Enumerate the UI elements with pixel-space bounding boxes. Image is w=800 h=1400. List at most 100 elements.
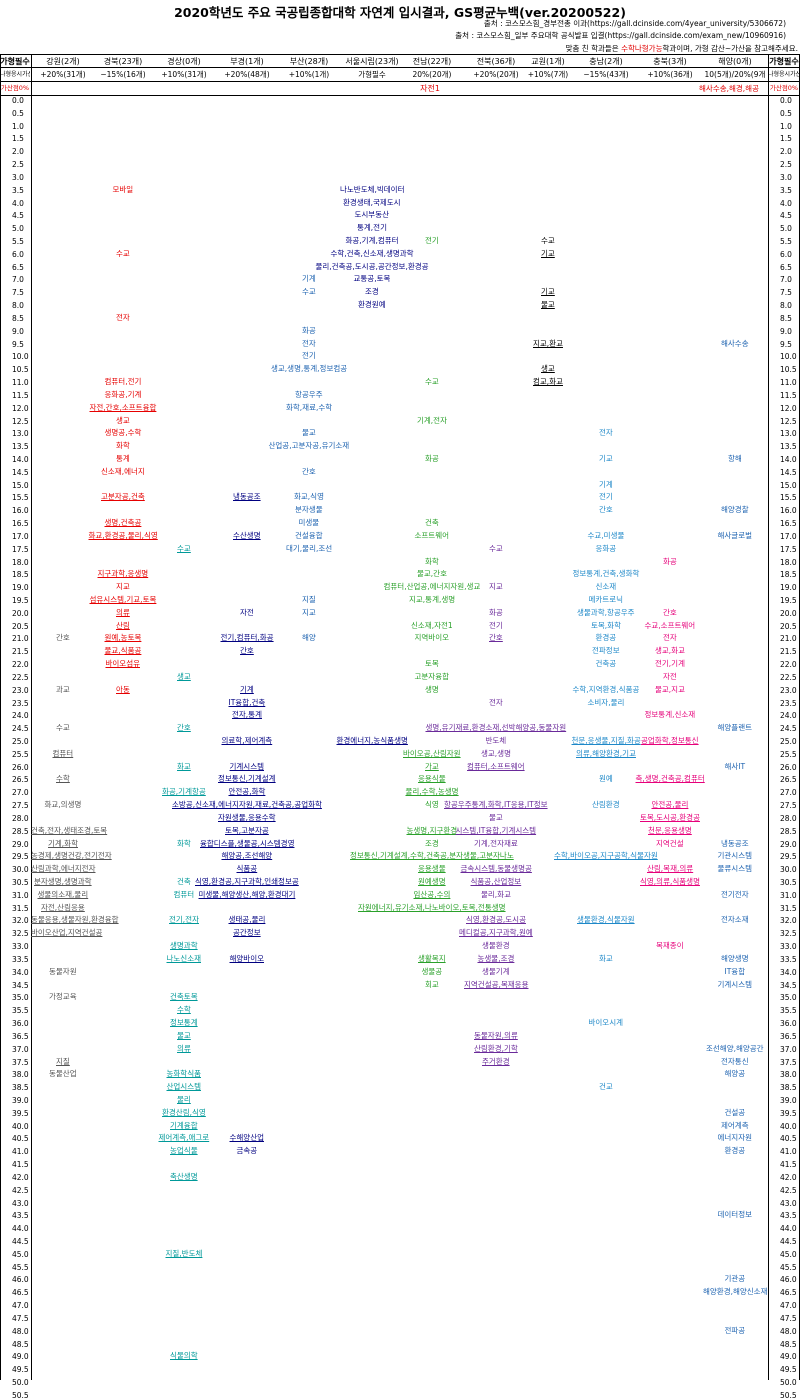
department-entry: 수교: [116, 248, 130, 258]
department-entry: 식품공,산업정보: [470, 877, 522, 887]
department-entry: IT융합,건축: [228, 697, 266, 707]
level-label: 20.0: [12, 608, 29, 618]
department-entry: 의류,해양환경,기교: [576, 748, 636, 758]
nahyeong-value: +20%(20개): [473, 70, 519, 79]
department-entry: 주거환경: [482, 1056, 510, 1066]
university-header: 서울시립(23개): [345, 57, 399, 66]
department-entry: 화공: [425, 453, 439, 463]
level-label: 1.0: [12, 121, 24, 131]
level-label: 26.0: [780, 762, 797, 772]
level-label: 35.0: [12, 993, 29, 1003]
department-entry: 동물산업: [49, 1069, 77, 1079]
level-label: 7.5: [12, 288, 24, 298]
department-entry: 생물과학,항공우주: [577, 607, 635, 617]
level-label: 42.0: [780, 1172, 797, 1182]
department-entry: 건축: [177, 877, 191, 887]
department-entry: 해양바이오: [229, 953, 265, 963]
department-entry: 물교: [177, 1030, 191, 1040]
department-entry: 화공: [489, 607, 503, 617]
university-header: 부산(28개): [289, 57, 329, 66]
level-label: 15.0: [12, 480, 29, 490]
department-entry: 응화공: [595, 543, 617, 553]
department-entry: 정보통계,신소재: [644, 710, 696, 720]
level-label: 12.5: [12, 416, 29, 426]
department-entry: 메카트로닉: [588, 594, 624, 604]
level-label: 30.0: [12, 865, 29, 875]
nahyeong-value: 20%(20개): [412, 70, 452, 79]
department-entry: 농업식물: [170, 1146, 198, 1156]
department-entry: 전기전자: [721, 889, 749, 899]
department-entry: 지교: [302, 607, 316, 617]
department-entry: 수교: [489, 543, 503, 553]
department-entry: 안전공,화학: [228, 787, 266, 797]
department-entry: 생물공: [421, 966, 443, 976]
level-label: 24.5: [780, 724, 797, 734]
department-entry: 생물기계: [482, 966, 510, 976]
level-label: 4.5: [12, 211, 24, 221]
level-label: 27.5: [12, 801, 29, 811]
department-entry: 컴퓨터,소프트웨어: [467, 761, 525, 771]
department-entry: 조경: [365, 287, 379, 297]
department-entry: 아동: [116, 684, 130, 694]
department-entry: 금속공: [236, 1146, 258, 1156]
corner-label: 가형필수: [769, 57, 799, 66]
level-label: 32.0: [12, 916, 29, 926]
department-entry: IT융합: [724, 966, 746, 976]
level-label: 24.5: [12, 724, 29, 734]
department-entry: 생교: [541, 364, 555, 374]
level-label: 35.5: [780, 1006, 797, 1016]
department-entry: 항공우주통계,화학,IT응용,IT정보: [444, 800, 548, 810]
level-label: 17.0: [780, 531, 797, 541]
department-entry: 천문,응용생명: [648, 825, 692, 835]
header-row-universities: 가형필수 강원(2개) 경북(23개) 경상(0개) 부경(1개) 부산(28개) 서울시…: [0, 54, 800, 68]
level-label: 44.5: [12, 1236, 29, 1246]
department-entry: 토목,도시공,환경공: [640, 812, 700, 822]
department-entry: 컴퓨터: [173, 889, 195, 899]
department-entry: 컴교,화교: [533, 377, 563, 387]
department-entry: 화공,기계,컴퓨터: [345, 236, 399, 246]
level-label: 28.5: [780, 826, 797, 836]
department-entry: 전자,통계: [232, 710, 262, 720]
level-label: 5.0: [12, 224, 24, 234]
department-entry: 농생물,조경: [477, 953, 515, 963]
level-label: 12.0: [12, 403, 29, 413]
level-label: 27.0: [12, 788, 29, 798]
department-entry: 농생명,지구환경: [406, 825, 458, 835]
department-entry: 기관시스템: [717, 851, 753, 861]
department-entry: 산림환경: [592, 800, 620, 810]
department-entry: 지역건설: [656, 838, 684, 848]
nahyeong-label: 나형응시가산: [0, 71, 30, 78]
level-label: 4.5: [780, 211, 792, 221]
department-entry: 응용생물: [418, 864, 446, 874]
department-entry: 간호: [240, 646, 254, 656]
level-label: 14.5: [12, 467, 29, 477]
department-entry: 전기,전자: [169, 915, 199, 925]
department-entry: 해사글로벌: [717, 530, 753, 540]
department-entry: 해양: [302, 633, 316, 643]
level-label: 39.0: [780, 1095, 797, 1105]
level-label: 47.0: [780, 1301, 797, 1311]
department-entry: 생교,화교: [655, 646, 685, 656]
department-entry: 간호: [599, 505, 613, 515]
department-entry: 기계,전자: [417, 415, 447, 425]
department-entry: 바이오공,산림자원: [403, 748, 461, 758]
department-entry: 나노반도체,빅데이터: [340, 184, 405, 194]
department-entry: 기계융합: [170, 1120, 198, 1130]
level-label: 24.0: [780, 711, 797, 721]
university-header: 강원(2개): [46, 57, 80, 66]
level-label: 28.0: [12, 813, 29, 823]
department-entry: 생활복지: [418, 953, 446, 963]
department-entry: 기교: [541, 248, 555, 258]
department-entry: 신소재,자전1: [411, 620, 453, 630]
department-entry: 식영,의류,식품생명: [640, 877, 700, 887]
level-label: 11.5: [780, 390, 797, 400]
level-label: 19.5: [780, 595, 797, 605]
level-label: 23.0: [12, 685, 29, 695]
level-label: 48.5: [780, 1339, 797, 1349]
department-entry: 생교: [177, 671, 191, 681]
level-label: 42.5: [780, 1185, 797, 1195]
department-entry: 생태공,물리: [228, 915, 266, 925]
department-entry: 신소재: [595, 582, 617, 592]
department-entry: 기계,화학: [48, 838, 78, 848]
department-entry: 농경제,생명건강,전기전자: [31, 851, 112, 861]
